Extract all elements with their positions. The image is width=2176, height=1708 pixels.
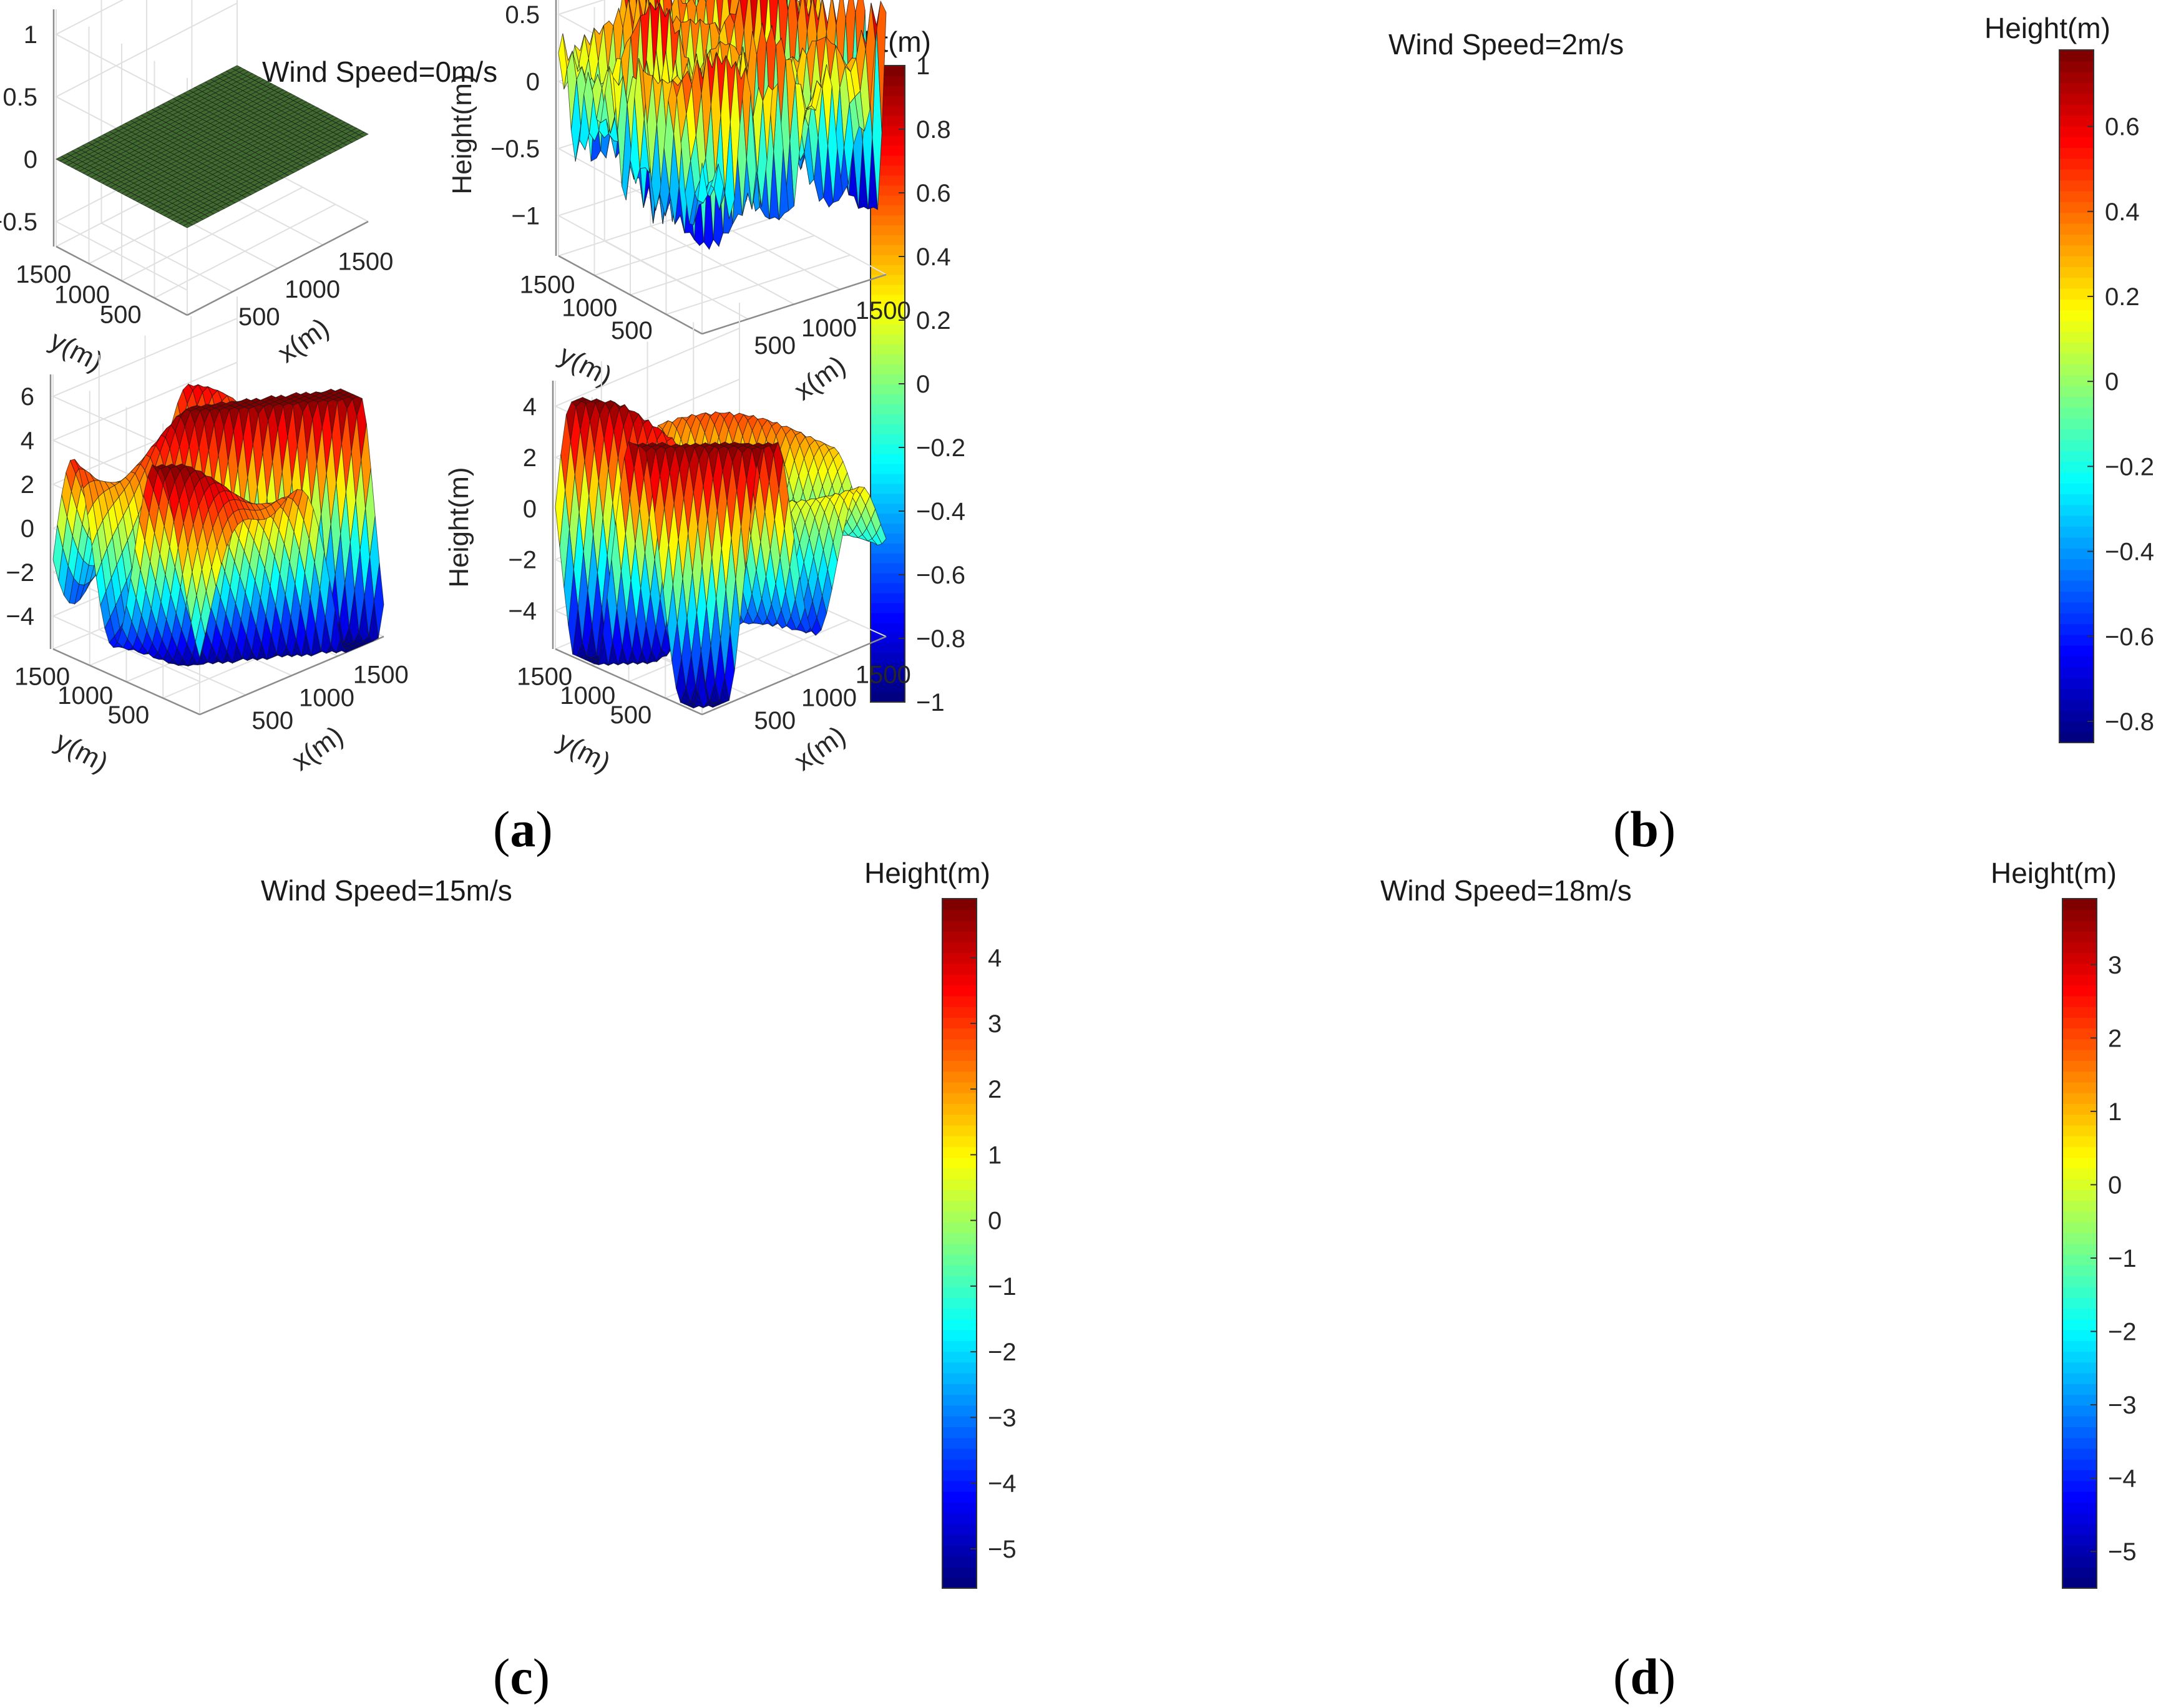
- colorbar-step: [871, 473, 905, 484]
- colorbar-step: [871, 503, 905, 514]
- axes-box-a: [52, 0, 369, 316]
- colorbar-step: [871, 254, 905, 265]
- grid-line: [630, 235, 815, 296]
- colorbar-tick-label: −1: [916, 689, 945, 716]
- y-tick-label: 1500: [16, 261, 71, 288]
- surface-patch: [182, 222, 193, 228]
- colorbar-tick-label: −0.4: [916, 498, 965, 525]
- surface-b: [558, 0, 887, 250]
- colorbar-tick-label: 0.2: [916, 307, 951, 334]
- plot-title-b: Wind Speed=2m/s: [1388, 28, 1624, 61]
- colorbar-step: [871, 592, 905, 603]
- caption-a: (a): [493, 801, 553, 857]
- y-tick-label: 1000: [54, 281, 110, 308]
- x-tick-label: 500: [238, 303, 280, 331]
- colorbar-step: [871, 284, 905, 295]
- colorbar-step: [871, 602, 905, 613]
- colorbar-step: [871, 324, 905, 335]
- colorbar-tick-label: 0.6: [916, 180, 951, 207]
- x-tick-label: 1000: [285, 276, 340, 303]
- colorbar-step: [871, 225, 905, 235]
- colorbar-step: [871, 493, 905, 504]
- colorbar-step: [871, 543, 905, 554]
- z-tick-label: 0: [24, 146, 37, 173]
- y-tick-label: 500: [100, 301, 142, 329]
- colorbar-tick-label: 0.8: [916, 116, 951, 144]
- colorbar-step: [871, 294, 905, 305]
- x-tick-label: 1500: [338, 248, 393, 276]
- colorbar-step: [871, 354, 905, 365]
- colorbar-step: [871, 463, 905, 474]
- colorbar-step: [871, 642, 905, 653]
- surface-d: [555, 396, 887, 709]
- z-tick-label: −0.5: [0, 208, 37, 236]
- colorbar-tick-label: 0: [916, 371, 930, 398]
- colorbar-step: [871, 632, 905, 643]
- grid-line: [121, 187, 303, 281]
- y-axis-line: [56, 245, 188, 316]
- colorbar-step: [871, 304, 905, 315]
- y-axis-line: [558, 255, 703, 335]
- colorbar-step: [871, 582, 905, 593]
- x-axis-line: [701, 273, 887, 335]
- colorbar-step: [871, 413, 905, 424]
- colorbar-step: [871, 384, 905, 394]
- grid-line: [594, 215, 779, 276]
- colorbar-tick-label: 1: [916, 52, 930, 80]
- colorbar-step: [871, 622, 905, 633]
- colorbar-tick-label: −0.6: [916, 562, 965, 589]
- x-axis-line: [187, 220, 369, 316]
- z-tick-label: 0.5: [2, 84, 37, 111]
- colorbar-step: [871, 393, 905, 404]
- colorbar-step: [871, 612, 905, 623]
- colorbar-step: [871, 662, 905, 673]
- colorbar-step: [871, 344, 905, 355]
- colorbar-step: [871, 314, 905, 325]
- colorbar-step: [871, 692, 905, 703]
- colorbar-step: [871, 682, 905, 693]
- colorbar-step: [871, 423, 905, 434]
- colorbar-title-b: Height(m): [1984, 12, 2110, 44]
- colorbar-step: [871, 572, 905, 583]
- colorbar-tick-label: −0.2: [916, 434, 965, 462]
- colorbar-step: [871, 234, 905, 245]
- z-tick-label: 1: [24, 21, 37, 49]
- colorbar-step: [871, 453, 905, 464]
- colorbar-step: [871, 483, 905, 494]
- colorbar-step: [871, 374, 905, 384]
- colorbar-step: [871, 244, 905, 255]
- colorbar-step: [871, 652, 905, 663]
- plot-title-a: Wind Speed=0m/s: [262, 56, 498, 88]
- colorbar-step: [871, 562, 905, 573]
- colorbar-step: [871, 205, 905, 216]
- colorbar-step: [871, 433, 905, 444]
- colorbar-step: [871, 443, 905, 454]
- colorbar-step: [871, 264, 905, 275]
- colorbar-step: [871, 215, 905, 225]
- colorbar-step: [871, 403, 905, 414]
- surface-a: [56, 65, 369, 228]
- colorbar-tick-label: −0.8: [916, 625, 965, 653]
- colorbar-step: [871, 364, 905, 375]
- colorbar-step: [871, 334, 905, 345]
- colorbar-step: [871, 672, 905, 683]
- grid-line: [54, 0, 188, 104]
- colorbar-tick-label: 0.4: [916, 243, 951, 271]
- colorbar-step: [871, 195, 905, 206]
- colorbar-step: [871, 552, 905, 564]
